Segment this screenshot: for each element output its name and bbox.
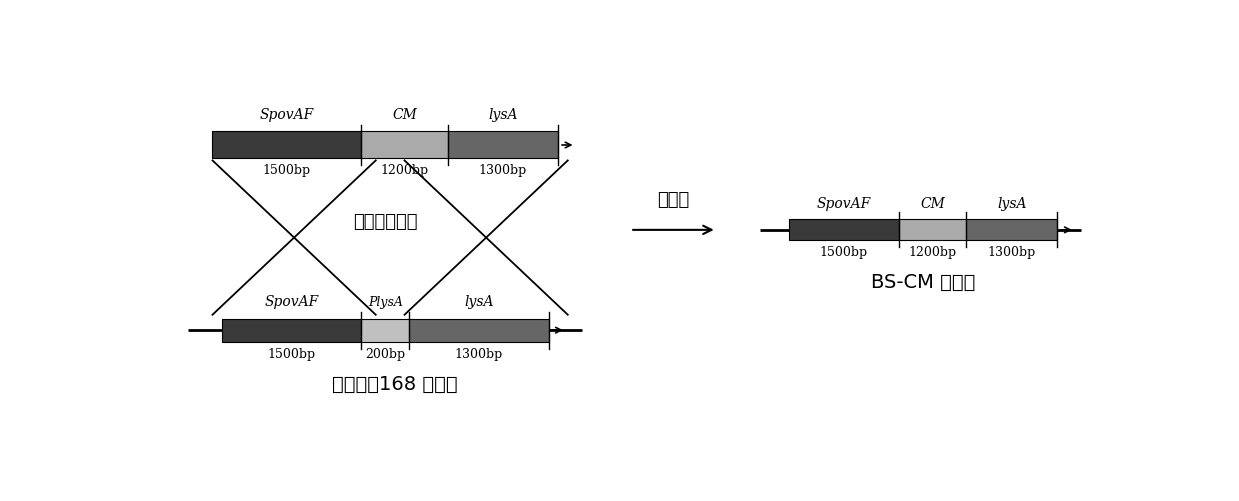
Text: CM: CM xyxy=(392,108,418,122)
Bar xyxy=(900,219,966,240)
Text: 双交换: 双交换 xyxy=(657,191,690,208)
Text: 1300bp: 1300bp xyxy=(987,246,1036,259)
Bar xyxy=(409,319,549,342)
Text: 1500bp: 1500bp xyxy=(820,246,867,259)
Text: lysA: lysA xyxy=(997,197,1027,211)
Text: lysA: lysA xyxy=(488,108,518,122)
Bar xyxy=(966,219,1058,240)
Bar xyxy=(222,319,549,342)
Text: 1500bp: 1500bp xyxy=(268,348,316,361)
Bar xyxy=(362,131,447,158)
Text: 1200bp: 1200bp xyxy=(908,246,957,259)
Text: 1300bp: 1300bp xyxy=(455,348,503,361)
Text: 200bp: 200bp xyxy=(366,348,405,361)
Text: SpovAF: SpovAF xyxy=(260,108,313,122)
Bar xyxy=(789,219,1057,240)
Text: 1200bp: 1200bp xyxy=(380,164,429,177)
Bar xyxy=(789,219,900,240)
Text: 同源交换片段: 同源交换片段 xyxy=(353,213,418,231)
Bar xyxy=(213,131,559,158)
Text: BS-CM 基因组: BS-CM 基因组 xyxy=(871,273,975,292)
Bar xyxy=(213,131,362,158)
Text: SpovAF: SpovAF xyxy=(817,197,871,211)
Bar xyxy=(222,319,362,342)
Text: 1300bp: 1300bp xyxy=(478,164,527,177)
Bar xyxy=(362,319,409,342)
Text: SpovAF: SpovAF xyxy=(265,295,318,309)
Text: lysA: lysA xyxy=(465,295,493,309)
Text: 1500bp: 1500bp xyxy=(263,164,311,177)
Text: CM: CM xyxy=(921,197,945,211)
Text: PlysA: PlysA xyxy=(368,296,403,309)
Text: 果草杆菌168 基因组: 果草杆菌168 基因组 xyxy=(332,375,457,393)
Bar xyxy=(447,131,558,158)
